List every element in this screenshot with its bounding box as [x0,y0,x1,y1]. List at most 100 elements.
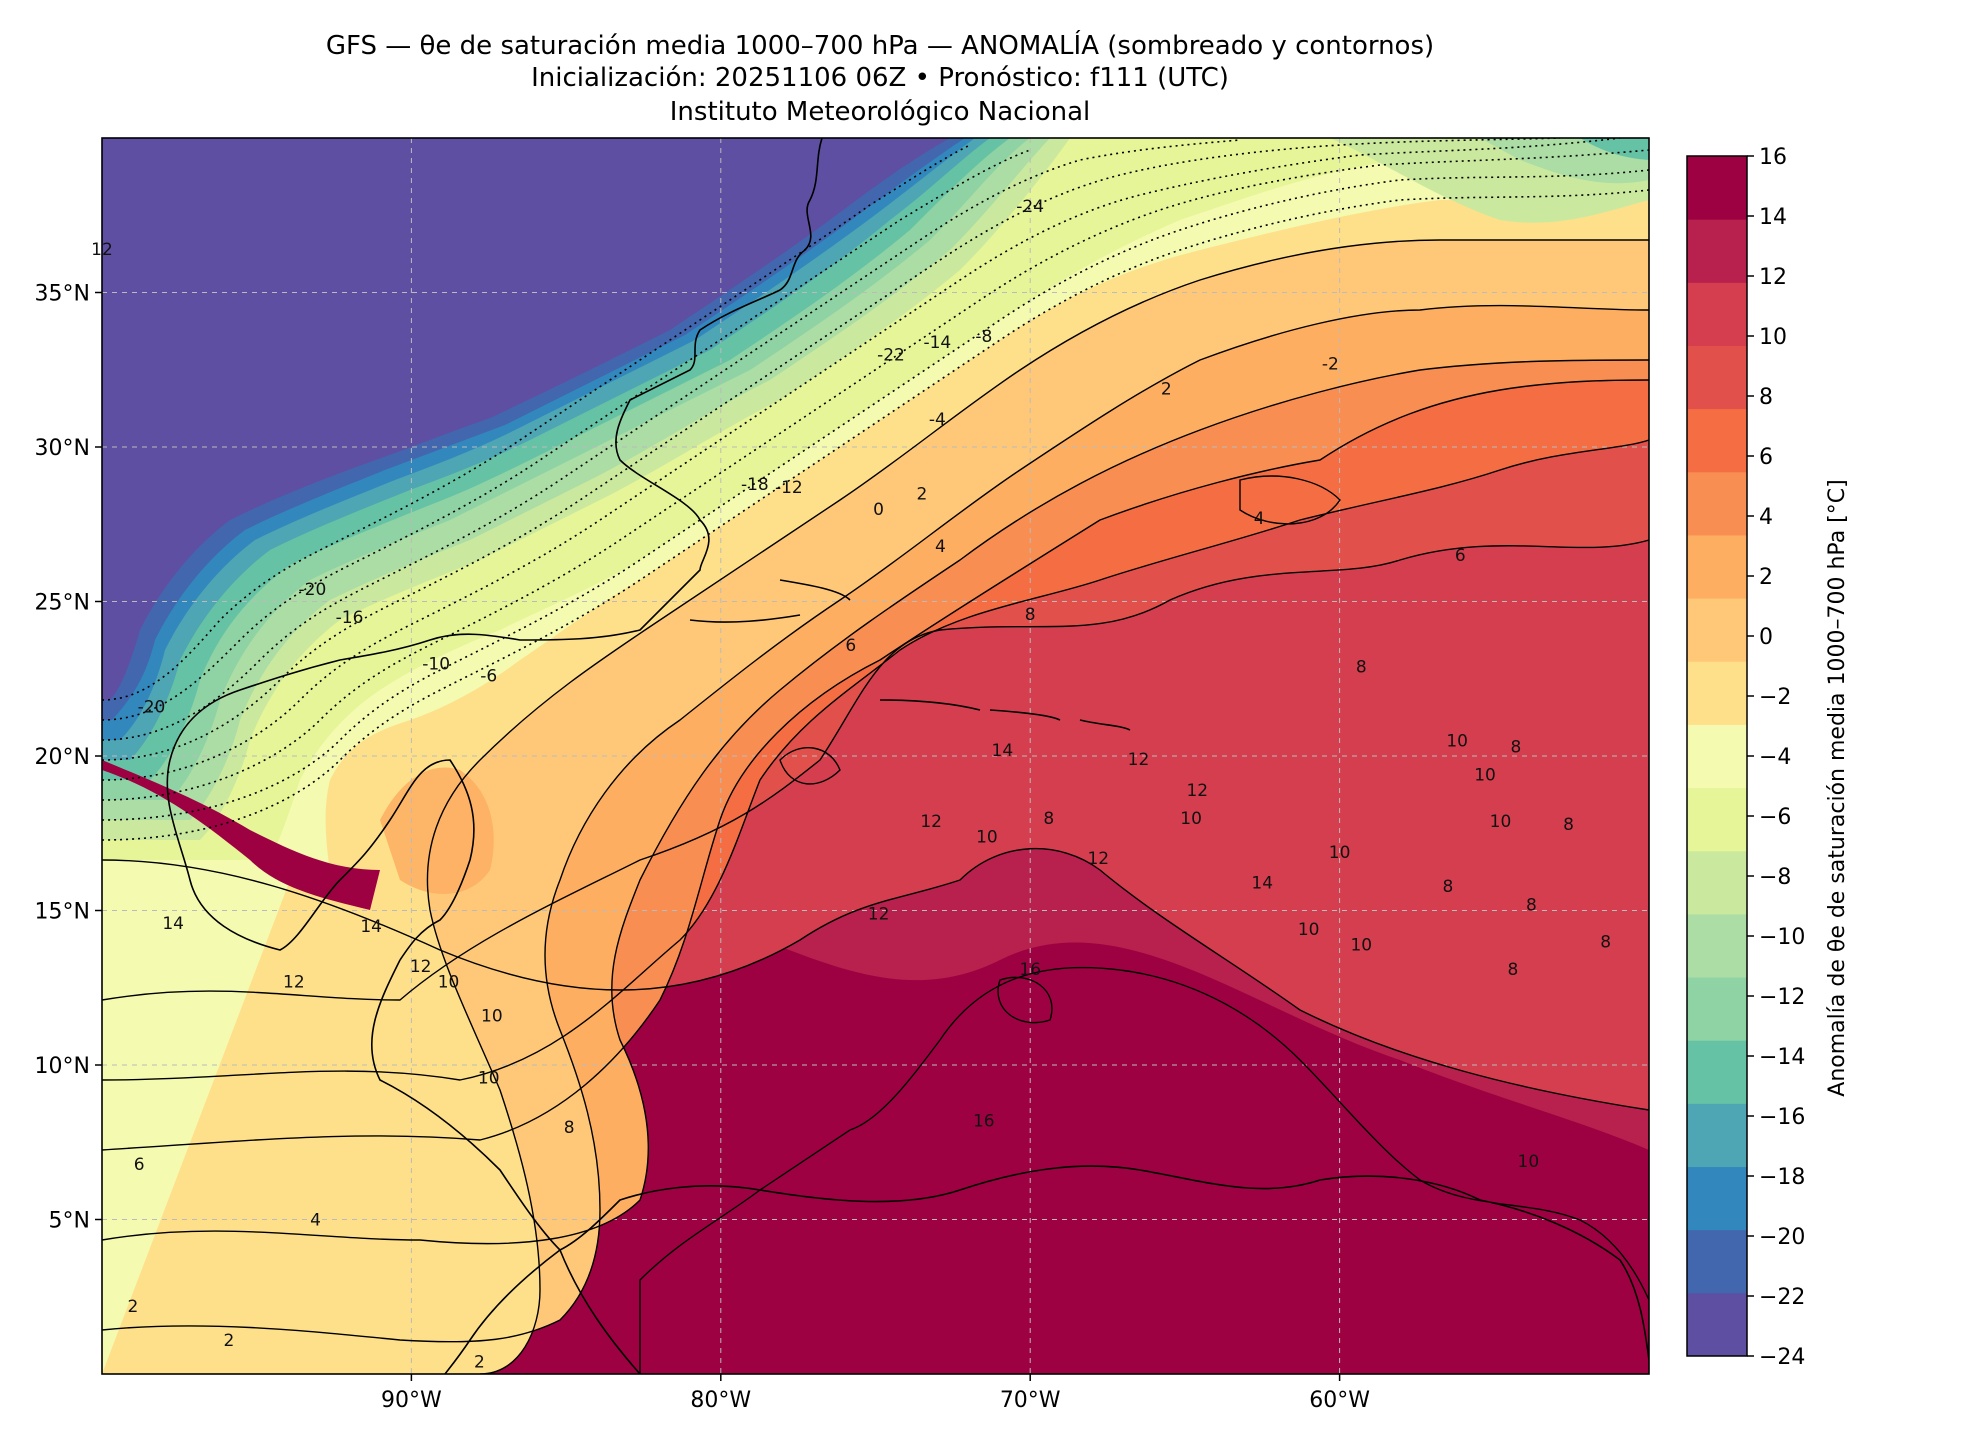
lon-tick-label: 90°W [381,1388,442,1413]
colorbar-segment-9 [1687,724,1747,789]
lat-tick-label: 35°N [35,282,90,307]
contour-label-42: 8 [1507,960,1518,980]
contour-label-48: 14 [360,917,382,937]
colorbar: 16 14 12 10 8 6 4 2 0 −2 −4 −6 −8 −10 −12 −14 −16 −18 −20 −… [1686,145,1805,1370]
contour-label-8: 2 [916,484,927,504]
contour-label-33: 10 [1329,843,1351,863]
colorbar-label: Anomalía de θe de saturación media 1000–… [1825,479,1850,1096]
contour-label-40: 10 [1350,935,1372,955]
contour-label-46: 10 [1518,1152,1540,1172]
lon-tick-label: 70°W [1000,1388,1061,1413]
contour-label-50: 12 [410,957,432,977]
colorbar-segment-12 [1687,534,1747,599]
colorbar-tick-label: 6 [1759,445,1773,470]
colorbar-tick-label: 4 [1759,505,1773,530]
lat-tick-label: 20°N [35,745,90,770]
contour-labels: -24-22-14 -8-4-18 -12024-2246868-20-16-10-… [91,197,1611,1373]
graticule [102,138,1649,1374]
colorbar-segment-7 [1687,850,1747,915]
colorbar-segment-3 [1687,1103,1747,1168]
contour-label-26: 10 [1474,766,1496,786]
negative-contour-lines [102,138,1649,841]
contour-label-16: 8 [1356,657,1367,677]
colorbar-tick-label: 14 [1759,205,1787,230]
contour-label-29: 12 [920,812,942,832]
contour-label-55: 6 [134,1155,145,1175]
contour-label-56: 4 [310,1211,321,1231]
contour-label-57: 2 [128,1297,139,1317]
colorbar-segment-13 [1687,471,1747,536]
colorbar-tick-label: −12 [1759,985,1805,1010]
colorbar-tick-label: −4 [1759,745,1791,770]
contour-label-52: 10 [481,1007,503,1027]
contour-label-6: -12 [775,478,803,498]
longitude-axis: 90°W 80°W 70°W 60°W [381,1374,1370,1413]
colorbar-tick-label: 8 [1759,385,1773,410]
colorbar-segment-14 [1687,408,1747,473]
colorbar-segment-4 [1687,1040,1747,1104]
chart-subtitle-institute: Instituto Meteorológico Nacional [669,97,1091,127]
contour-lines [102,239,1649,1374]
colorbar-tick-label: −8 [1759,865,1791,890]
contour-label-2: -14 [923,333,951,353]
lat-tick-label: 15°N [35,900,90,925]
anomaly-shading [102,138,1649,1374]
contour-label-37: 8 [1442,877,1453,897]
colorbar-tick-label: −16 [1759,1105,1805,1130]
contour-label-60: 12 [91,240,113,260]
contour-label-13: 6 [1455,546,1466,566]
colorbar-segment-0 [1687,1292,1747,1357]
contour-label-9: 4 [935,537,946,557]
contour-label-3: -8 [975,327,992,347]
contour-label-4: -4 [929,410,946,430]
contour-label-41: 8 [1600,932,1611,952]
contour-label-24: 10 [1446,732,1468,752]
contour-label-18: -16 [336,608,364,628]
contour-label-7: 0 [873,500,884,520]
colorbar-tick-label: −20 [1759,1225,1805,1250]
colorbar-segment-11 [1687,598,1747,662]
colorbar-segment-18 [1687,156,1747,220]
contour-label-47: 14 [162,914,184,934]
contour-label-53: 10 [478,1068,500,1088]
colorbar-tick-label: −22 [1759,1285,1805,1310]
contour-label-21: -20 [138,698,166,718]
contour-label-10: -2 [1322,355,1339,375]
colorbar-segment-5 [1687,977,1747,1041]
contour-label-54: 8 [564,1118,575,1138]
contour-label-32: 12 [1087,849,1109,869]
colorbar-tick-label: −18 [1759,1165,1805,1190]
contour-label-30: 8 [1043,809,1054,829]
chart-title: GFS — θe de saturación media 1000–700 hP… [325,31,1435,61]
colorbar-tick-label: 16 [1759,145,1787,170]
colorbar-tick-label: 12 [1759,265,1787,290]
contour-label-35: 10 [1490,812,1512,832]
latitude-axis: 35°N 30°N 25°N 20°N 15°N 10°N 5°N [35,282,102,1234]
colorbar-segment-15 [1687,345,1747,410]
contour-label-5: -18 [741,475,769,495]
contour-label-45: 16 [973,1112,995,1132]
lon-tick-label: 60°W [1309,1388,1370,1413]
lat-tick-label: 10°N [35,1054,90,1079]
contour-label-19: -10 [422,654,450,674]
colorbar-segment-10 [1687,661,1747,725]
contour-label-20: -6 [480,667,497,687]
contour-label-59: 2 [474,1353,485,1373]
contour-label-25: 8 [1511,738,1522,758]
lon-tick-label: 80°W [690,1388,751,1413]
contour-label-51: 10 [438,973,460,993]
contour-label-1: -22 [877,345,905,365]
contour-label-38: 8 [1526,895,1537,915]
contour-label-27: 12 [1186,781,1208,801]
contour-label-23: 12 [1128,750,1150,770]
colorbar-tick-label: −6 [1759,805,1791,830]
contour-label-22: 14 [992,741,1014,761]
colorbar-tick-label: −2 [1759,685,1791,710]
colorbar-tick-label: −14 [1759,1045,1805,1070]
colorbar-tick-label: −10 [1759,925,1805,950]
contour-label-28: 10 [1180,809,1202,829]
colorbar-tick-label: −24 [1759,1345,1805,1370]
colorbar-tick-label: 10 [1759,325,1787,350]
contour-label-49: 12 [283,973,305,993]
